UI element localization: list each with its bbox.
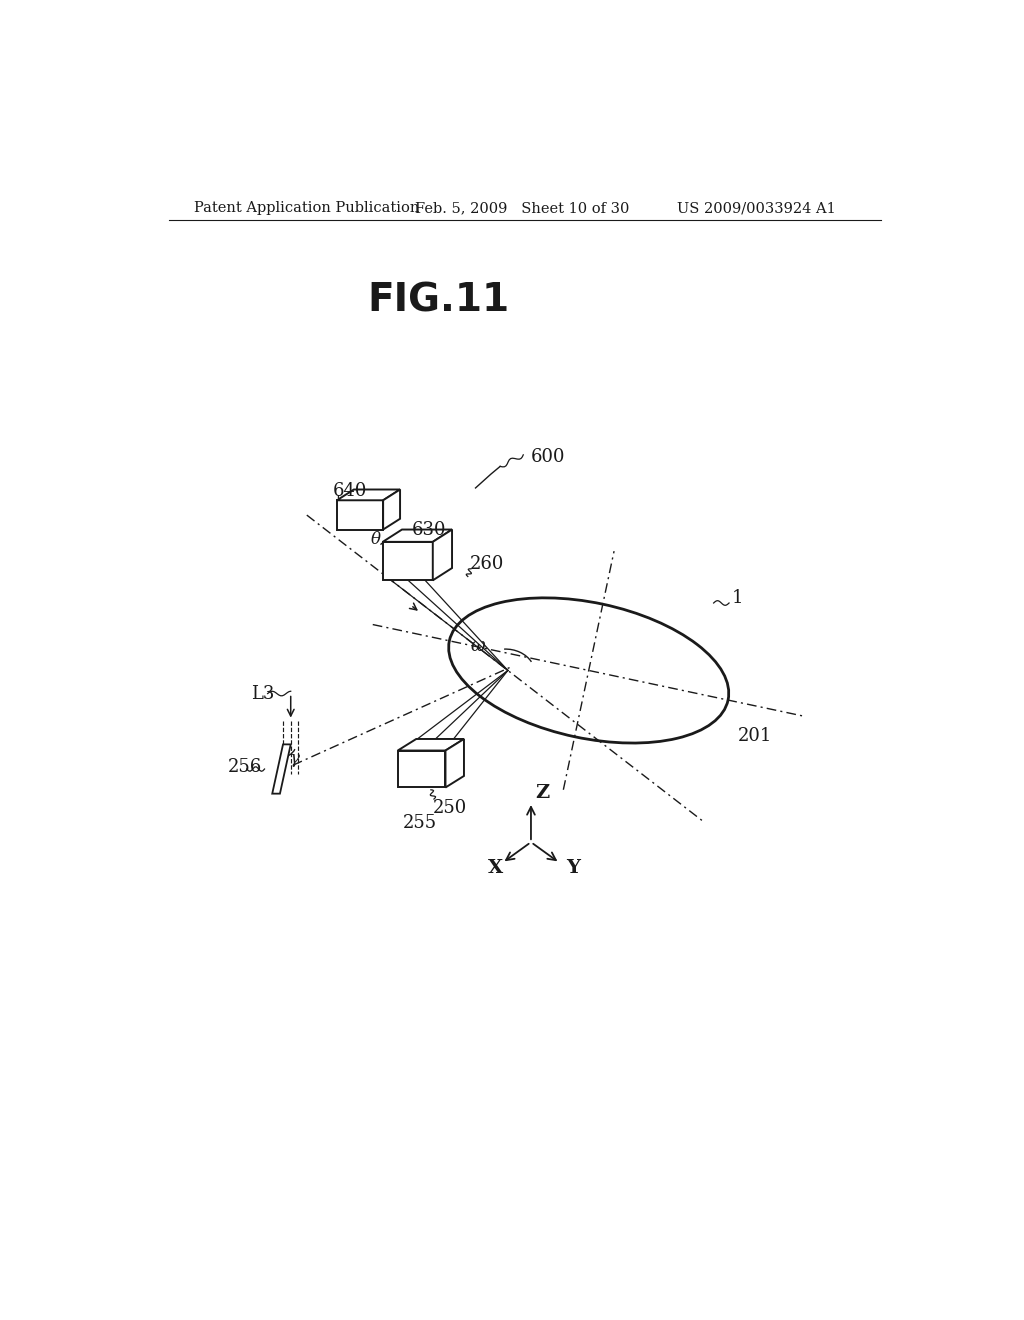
- Polygon shape: [383, 529, 452, 543]
- Text: 255: 255: [402, 814, 436, 832]
- Text: γ: γ: [289, 750, 299, 767]
- Polygon shape: [383, 543, 433, 581]
- Text: Feb. 5, 2009   Sheet 10 of 30: Feb. 5, 2009 Sheet 10 of 30: [416, 202, 630, 215]
- Text: Patent Application Publication: Patent Application Publication: [194, 202, 419, 215]
- Text: X: X: [488, 858, 504, 876]
- Polygon shape: [433, 529, 452, 581]
- Polygon shape: [383, 490, 400, 529]
- Polygon shape: [272, 744, 291, 793]
- Polygon shape: [337, 490, 400, 500]
- Text: 256: 256: [227, 758, 262, 776]
- Polygon shape: [337, 500, 383, 529]
- Text: Y: Y: [566, 858, 580, 876]
- Text: θ: θ: [371, 531, 381, 548]
- Text: FIG.11: FIG.11: [368, 282, 510, 319]
- Polygon shape: [397, 739, 464, 751]
- Text: 630: 630: [412, 520, 446, 539]
- Text: Z: Z: [536, 784, 550, 801]
- Text: 260: 260: [469, 556, 504, 573]
- Text: ω: ω: [471, 636, 485, 655]
- Text: 600: 600: [531, 449, 565, 466]
- Text: L3: L3: [251, 685, 274, 702]
- Polygon shape: [397, 751, 445, 788]
- Text: 1: 1: [731, 589, 742, 607]
- Text: 201: 201: [737, 727, 772, 744]
- Text: US 2009/0033924 A1: US 2009/0033924 A1: [677, 202, 836, 215]
- Text: 640: 640: [333, 482, 368, 500]
- Polygon shape: [445, 739, 464, 788]
- Text: 250: 250: [433, 799, 467, 817]
